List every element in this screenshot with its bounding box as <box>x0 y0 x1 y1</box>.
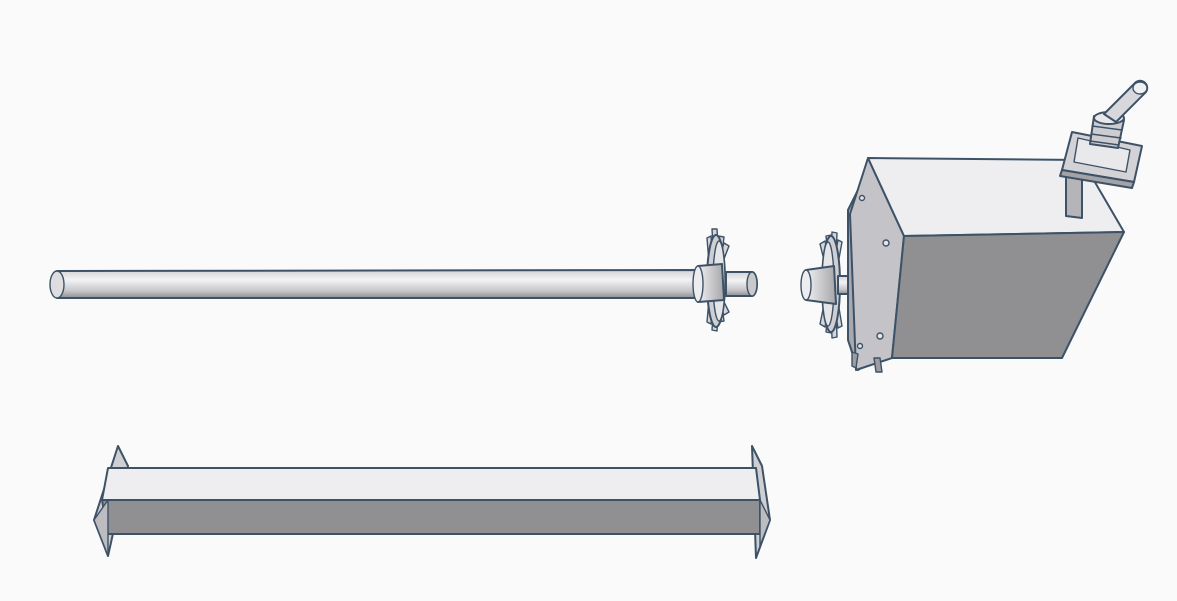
shaft-rod[interactable] <box>49 269 758 299</box>
motor-gear[interactable] <box>800 231 863 339</box>
rail-beam[interactable] <box>93 445 771 559</box>
shaft-gear[interactable] <box>692 228 730 332</box>
motor-box[interactable] <box>847 157 1125 373</box>
toggle-switch[interactable] <box>1059 79 1149 219</box>
